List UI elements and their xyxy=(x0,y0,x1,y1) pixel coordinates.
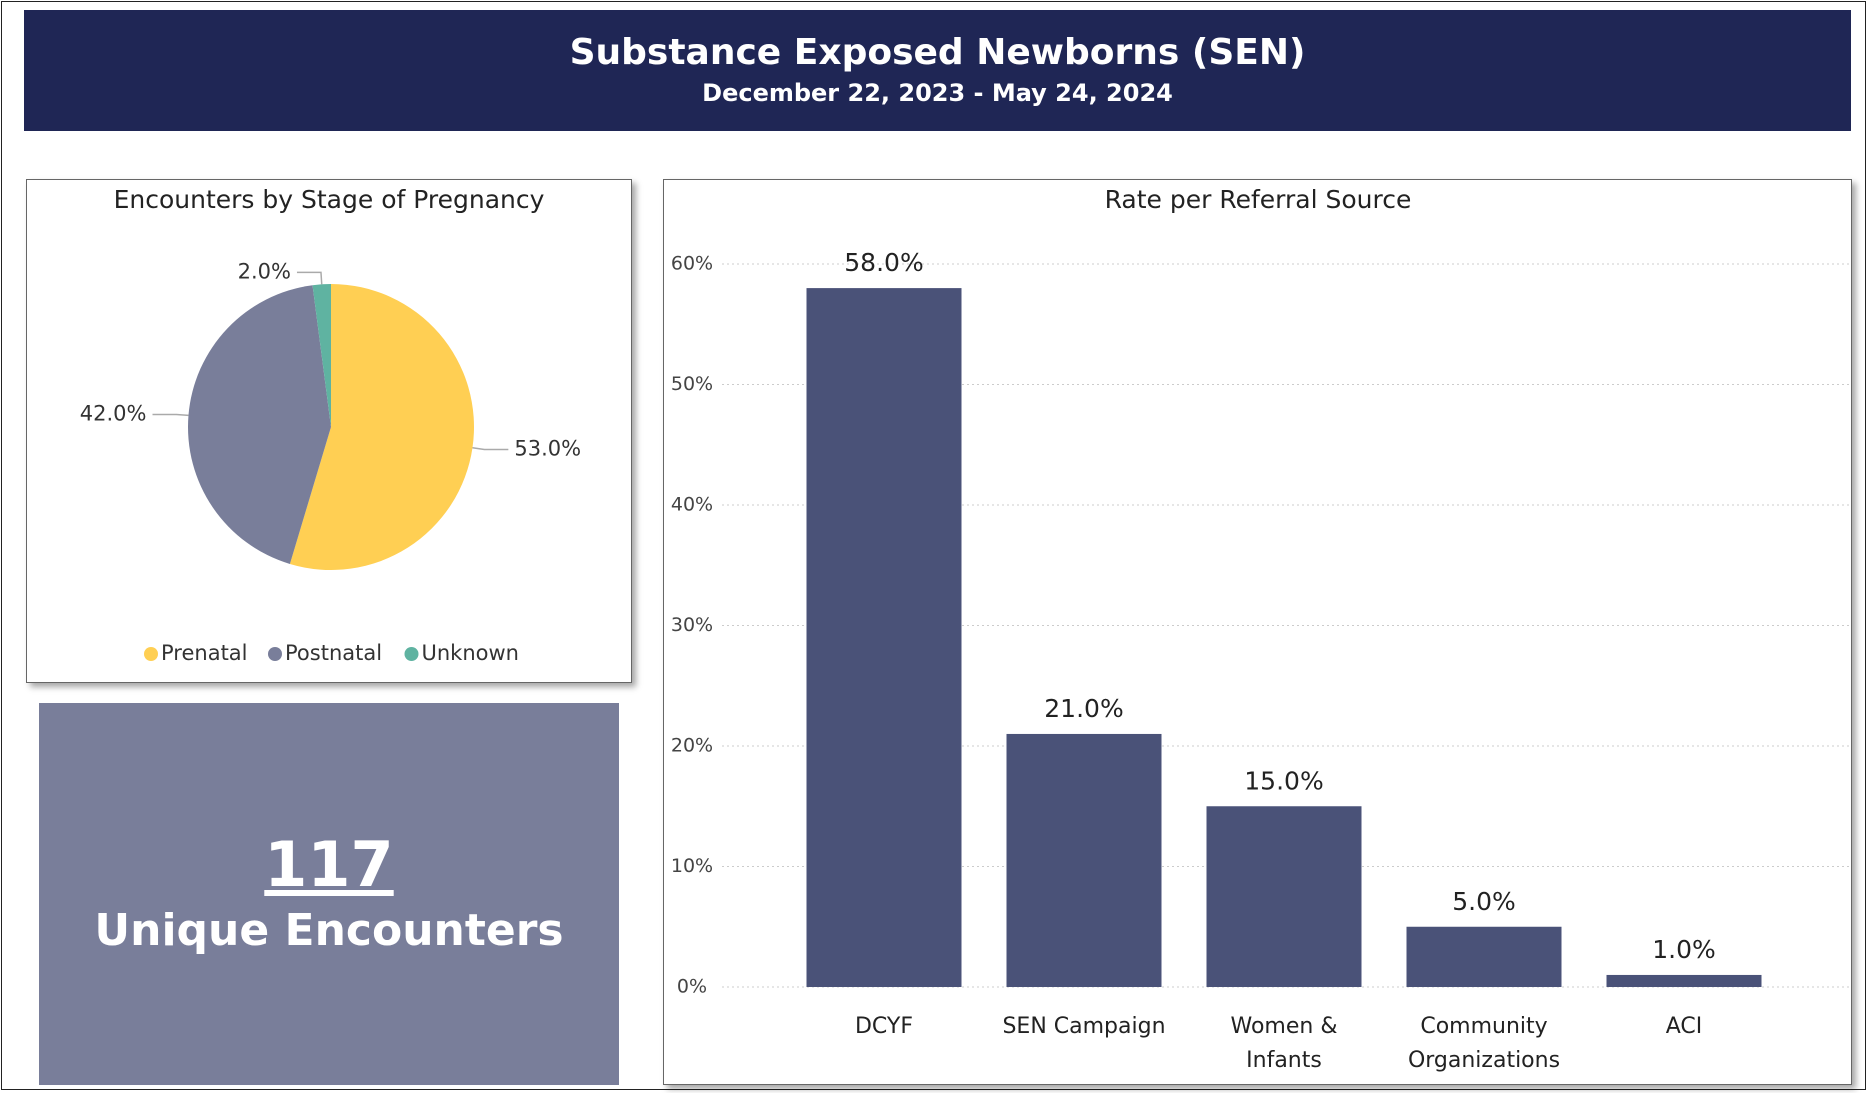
y-tick-label: 0% xyxy=(677,976,707,998)
kpi-value: 117 xyxy=(264,828,394,901)
pie-chart: Encounters by Stage of Pregnancy 53.0% 42.… xyxy=(80,185,581,665)
page-title: Substance Exposed Newborns (SEN) xyxy=(569,32,1306,73)
data-label: 21.0% xyxy=(1044,694,1123,723)
chart-title: Rate per Referral Source xyxy=(1105,185,1412,214)
data-label: 42.0% xyxy=(80,401,147,425)
legend-swatch xyxy=(144,647,158,661)
x-tick-label: DCYF xyxy=(854,1014,913,1039)
data-label: 5.0% xyxy=(1452,887,1516,916)
y-tick-label: 30% xyxy=(671,614,713,636)
data-label: 58.0% xyxy=(844,248,923,277)
data-label: 1.0% xyxy=(1652,935,1716,964)
y-tick-label: 40% xyxy=(671,494,713,516)
pie-card: Encounters by Stage of Pregnancy 53.0% 42.… xyxy=(26,179,632,683)
legend-swatch xyxy=(268,647,282,661)
data-label: 2.0% xyxy=(238,259,291,283)
x-tick-label: Community Organizations xyxy=(1407,1014,1561,1073)
data-label: 15.0% xyxy=(1244,766,1323,795)
legend-label: Unknown xyxy=(422,641,519,665)
legend-label: Prenatal xyxy=(161,641,248,665)
legend-label: Postnatal xyxy=(285,641,382,665)
pie-slice xyxy=(312,284,331,427)
bar-chart: Rate per Referral Source 0% 10% 20% 30% 40% 50… xyxy=(671,185,1849,998)
x-tick-label: SEN Campaign xyxy=(1002,1014,1166,1039)
y-tick-label: 20% xyxy=(671,735,713,757)
header: Substance Exposed Newborns (SEN) Decembe… xyxy=(24,10,1851,131)
y-tick-label: 10% xyxy=(671,855,713,877)
chart-title: Encounters by Stage of Pregnancy xyxy=(114,185,545,214)
x-tick-label: Women & Infants xyxy=(1230,1014,1338,1073)
kpi-label: Unique Encounters xyxy=(94,905,564,956)
bar xyxy=(1006,733,1162,987)
leader-line xyxy=(152,413,189,417)
data-label: 53.0% xyxy=(514,437,581,461)
bar xyxy=(1206,806,1362,987)
bar xyxy=(1406,926,1562,987)
x-tick-label: ACI xyxy=(1665,1014,1703,1039)
kpi-card: 117 Unique Encounters xyxy=(39,703,619,1085)
pie-slice xyxy=(188,285,331,564)
page-subtitle: December 22, 2023 - May 24, 2024 xyxy=(702,79,1173,107)
leader-line xyxy=(296,271,323,285)
y-tick-label: 50% xyxy=(671,373,713,395)
y-tick-label: 60% xyxy=(671,253,713,275)
bar xyxy=(1606,974,1762,987)
pie-slice xyxy=(289,284,475,570)
legend-swatch xyxy=(404,647,419,661)
bar-card: Rate per Referral Source 0% 10% 20% 30% 40% 50… xyxy=(663,179,1852,1085)
bar xyxy=(806,288,962,988)
leader-line xyxy=(472,447,509,451)
